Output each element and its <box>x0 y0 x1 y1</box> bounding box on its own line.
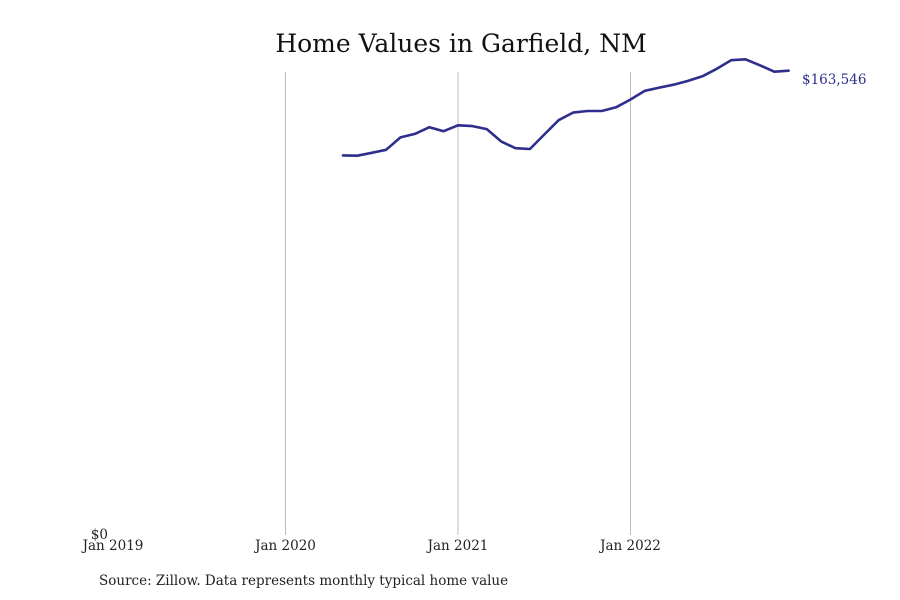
gridlines <box>285 72 631 535</box>
x-tick-label: Jan 2019 <box>81 538 144 554</box>
end-value-label: $163,546 <box>802 72 866 88</box>
x-axis: Jan 2019 Jan 2020 Jan 2021 Jan 2022 <box>81 538 661 554</box>
source-note: Source: Zillow. Data represents monthly … <box>99 573 508 589</box>
x-tick-label: Jan 2021 <box>426 538 489 554</box>
chart-title: Home Values in Garfield, NM <box>275 29 646 58</box>
x-tick-label: Jan 2020 <box>253 538 316 554</box>
y-tick-label: $0 <box>91 527 108 543</box>
series-line <box>341 58 790 157</box>
x-tick-label: Jan 2022 <box>598 538 661 554</box>
